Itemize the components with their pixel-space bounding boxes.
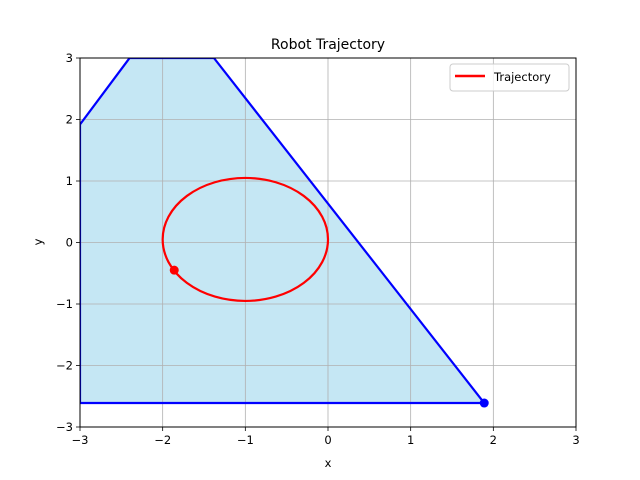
trajectory-start-marker (169, 265, 179, 275)
x-tick-label: 2 (490, 433, 497, 447)
plot-area: −3 −2 −1 0 1 2 3 −3 −2 −1 0 1 2 3 (56, 51, 580, 447)
region-fill (80, 58, 485, 404)
y-axis-label: y (31, 238, 45, 245)
x-axis-label: x (325, 456, 332, 470)
y-tick-label: 1 (66, 174, 73, 188)
x-tick-label: −3 (72, 433, 89, 447)
chart-title: Robot Trajectory (271, 37, 385, 53)
x-tick-label: −1 (237, 433, 254, 447)
legend: Trajectory (449, 63, 570, 92)
y-tick-label: 3 (66, 51, 73, 65)
x-tick-label: 3 (572, 433, 579, 447)
x-tick-label: 1 (407, 433, 414, 447)
x-tick-label: 0 (324, 433, 331, 447)
y-tick-label: 2 (66, 113, 73, 127)
region-vertex-marker (479, 398, 489, 408)
y-tick-label: −1 (56, 297, 73, 311)
y-tick-label: −3 (56, 420, 73, 434)
y-tick-label: −2 (56, 359, 73, 373)
region-boundary (80, 58, 486, 405)
legend-label-trajectory: Trajectory (493, 70, 551, 84)
legend-box (449, 63, 570, 92)
trajectory-line (161, 176, 330, 303)
x-tick-label: −2 (154, 433, 171, 447)
y-tick-label: 0 (66, 236, 73, 250)
